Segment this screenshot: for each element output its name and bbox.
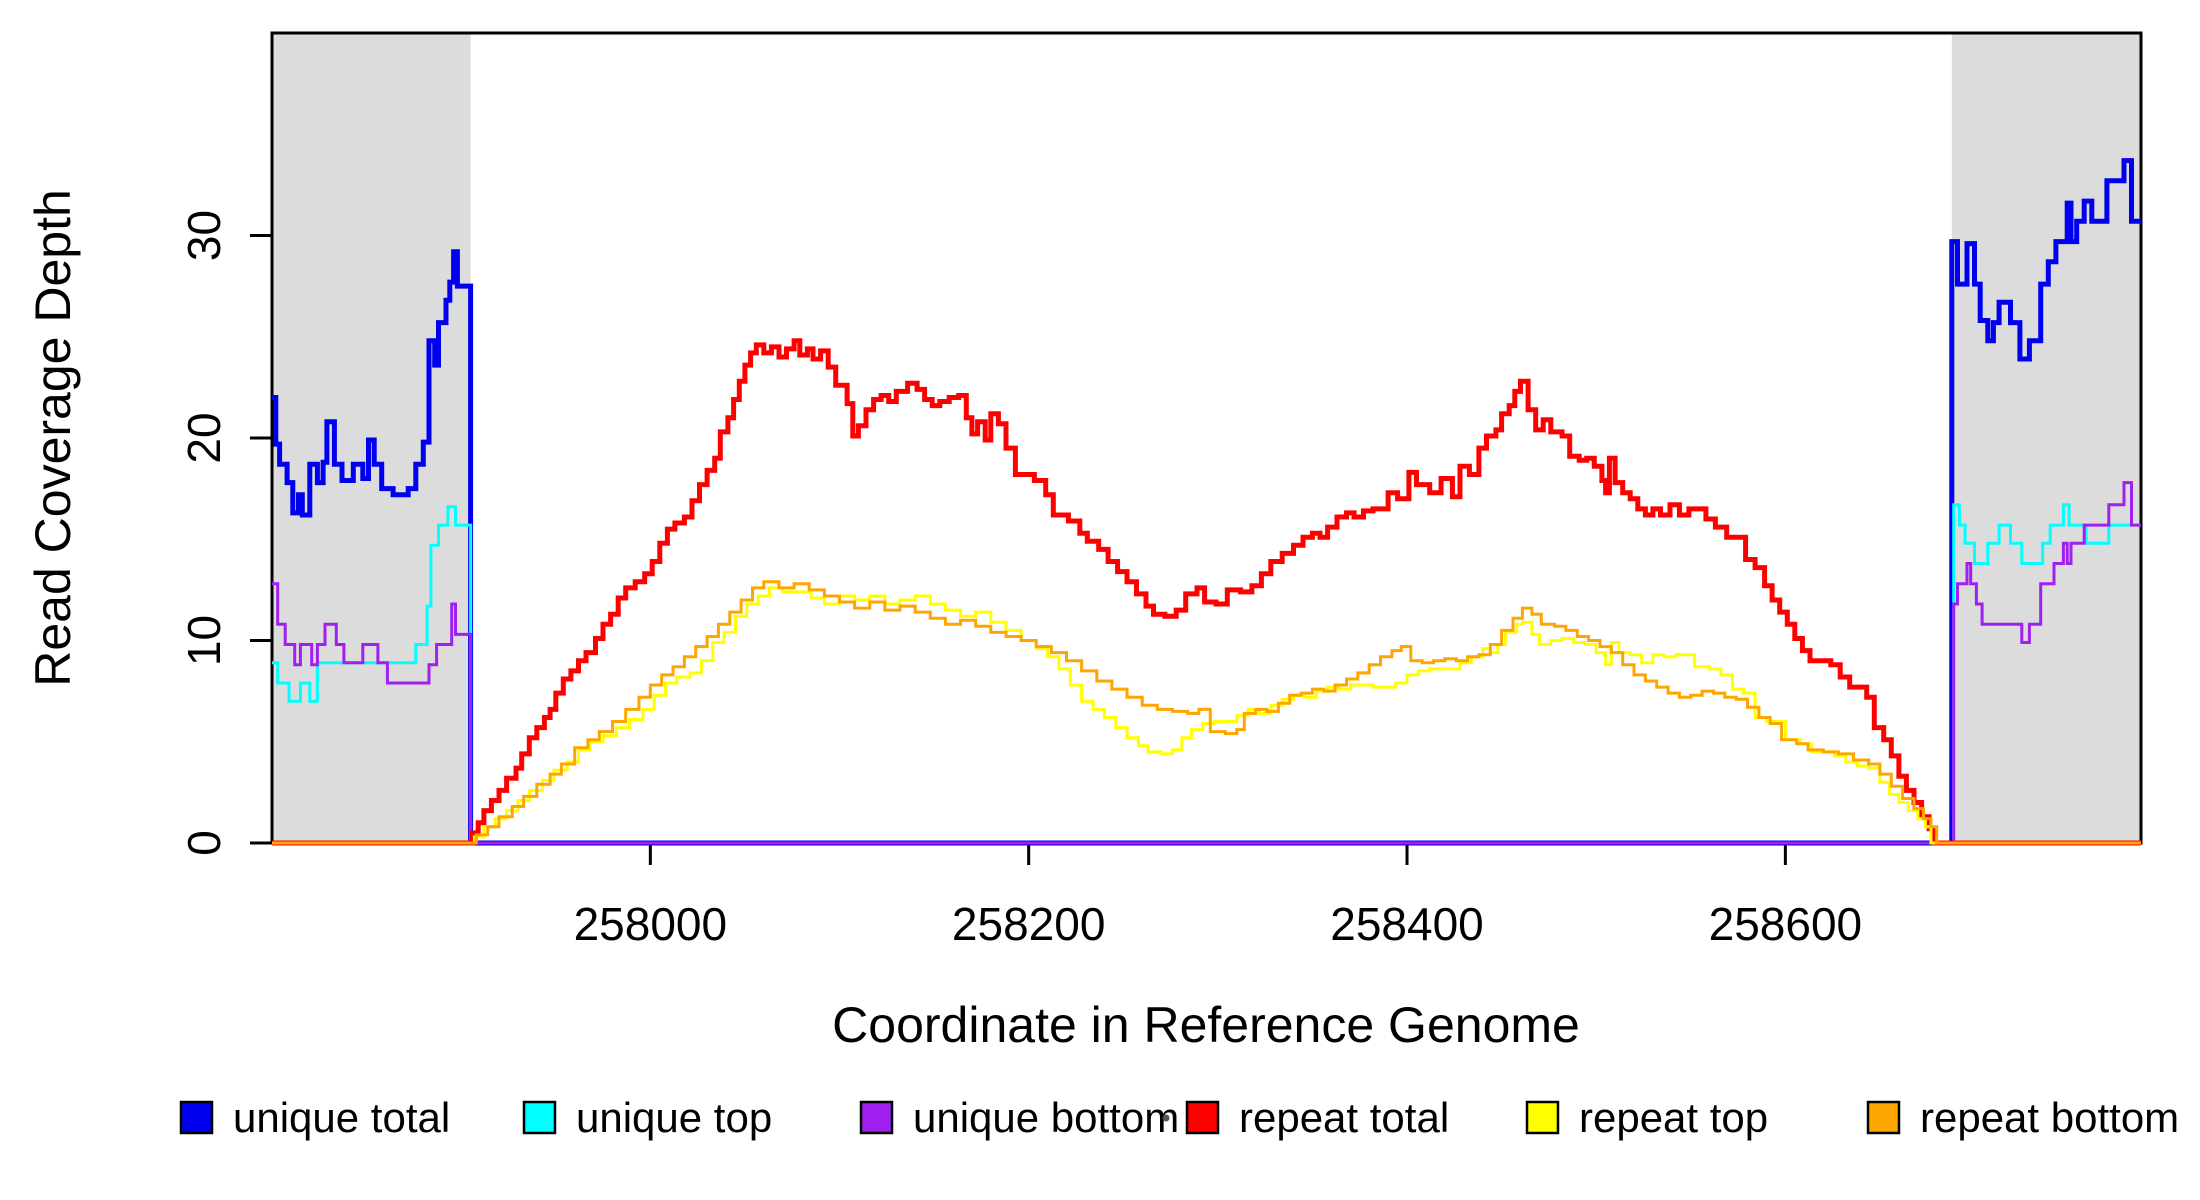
x-axis-title: Coordinate in Reference Genome [832,997,1580,1053]
y-tick-label-0: 0 [178,830,230,856]
x-tick-label-258600: 258600 [1709,898,1863,950]
legend-swatch-repeat-bottom [1866,1100,1901,1135]
legend: unique total unique top unique bottom repea… [179,1094,2179,1141]
legend-swatch-repeat-total [1185,1100,1220,1135]
legend-label-repeat-bottom: repeat bottom [1920,1094,2179,1141]
series-line-repeat-total [272,338,2141,846]
series-line-repeat-bottom [272,580,2141,845]
series-line-unique-top [272,503,2141,845]
series-lines [272,158,2141,846]
x-tick-label-258400: 258400 [1330,898,1484,950]
legend-label-repeat-top: repeat top [1579,1094,1768,1141]
plot-frame-box [270,31,2143,845]
legend-label-unique-total: unique total [233,1094,450,1141]
series-line-unique-bottom [272,481,2141,845]
y-tick-label-20: 20 [178,412,230,463]
legend-label-unique-top: unique top [576,1094,772,1141]
series-line-unique-total [272,158,2141,846]
stray-mark-dot [1162,1114,1170,1122]
y-tick-label-30: 30 [178,210,230,261]
shaded-flank-regions [272,33,2141,843]
series-line-repeat-top [272,586,2141,845]
legend-swatch-unique-top [522,1100,557,1135]
y-tick-label-10: 10 [178,615,230,666]
y-axis-title: Read Coverage Depth [25,189,81,687]
x-tick-label-258200: 258200 [952,898,1106,950]
legend-swatch-unique-bottom [859,1100,894,1135]
x-axis: 258000 258200 258400 258600 [574,843,1863,950]
legend-swatch-repeat-top [1525,1100,1560,1135]
legend-label-repeat-total: repeat total [1239,1094,1449,1141]
legend-swatch-unique-total [179,1100,214,1135]
shaded-region-right [1951,33,2141,843]
y-axis: 0 10 20 30 [178,210,272,856]
legend-label-unique-bottom: unique bottom [913,1094,1179,1141]
x-tick-label-258000: 258000 [574,898,728,950]
